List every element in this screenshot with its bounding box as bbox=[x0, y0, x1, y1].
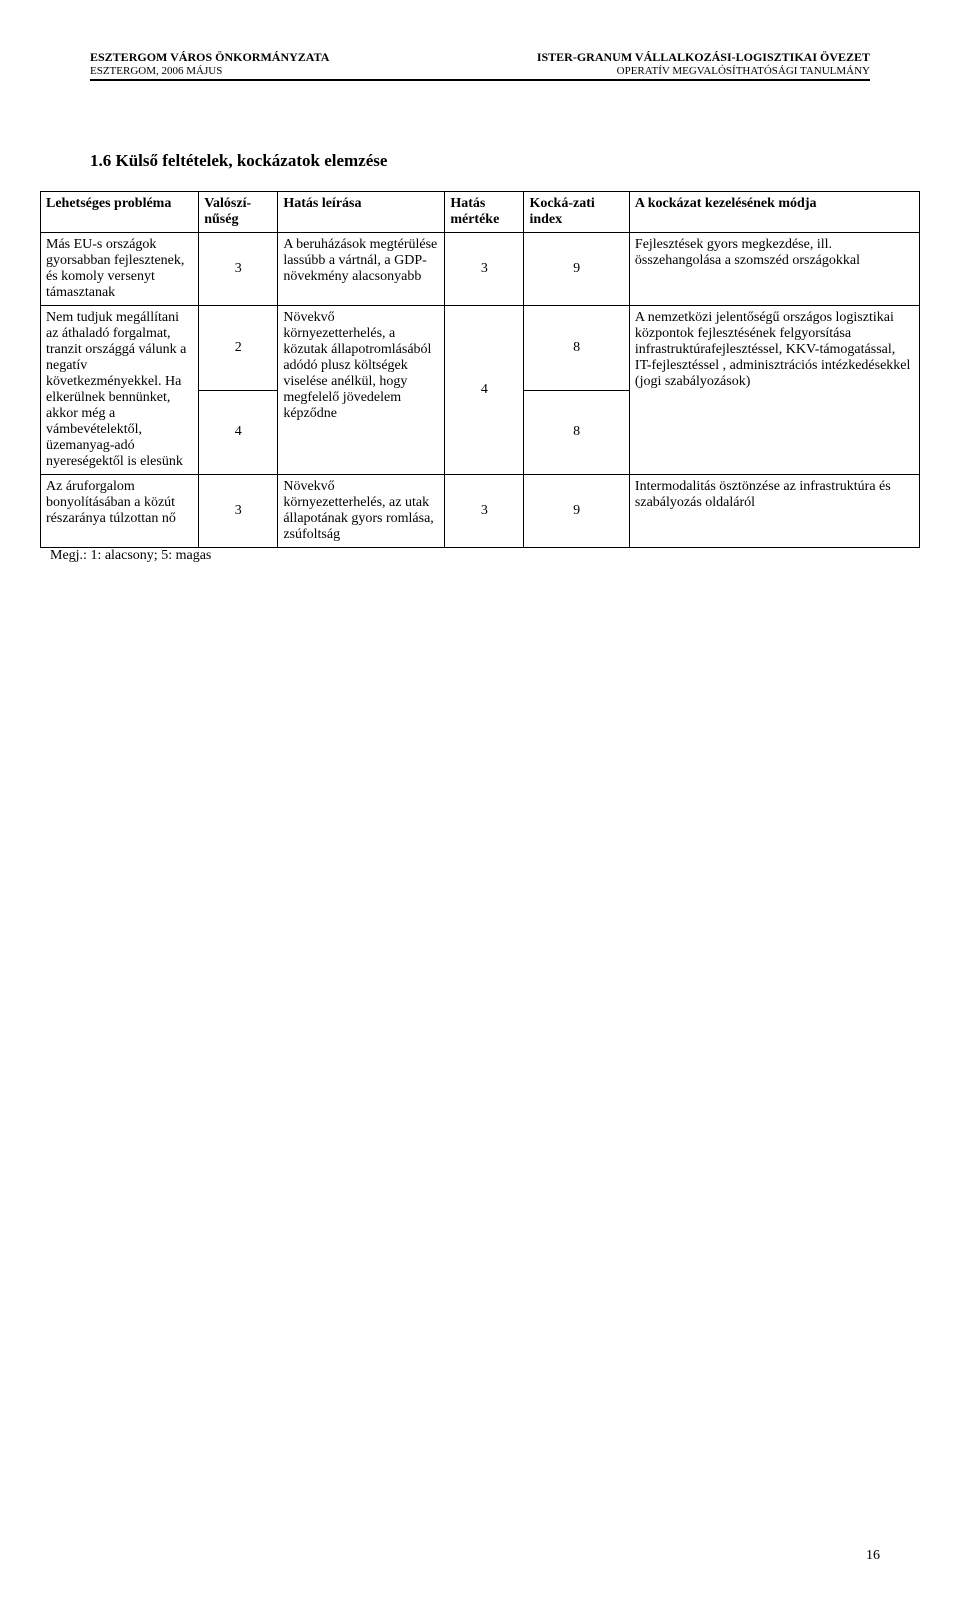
table-footnote: Megj.: 1: alacsony; 5: magas bbox=[50, 548, 870, 564]
cell-magnitude: 3 bbox=[445, 475, 524, 548]
page-number: 16 bbox=[866, 1548, 880, 1564]
table-row: Az áruforgalom bonyolításában a közút ré… bbox=[41, 475, 920, 548]
cell-risk: 8 bbox=[524, 390, 629, 475]
table-header-row: Lehetséges probléma Valószí-nűség Hatás … bbox=[41, 192, 920, 233]
section-title: 1.6 Külső feltételek, kockázatok elemzés… bbox=[90, 151, 870, 171]
cell-handling: Fejlesztések gyors megkezdése, ill. össz… bbox=[629, 233, 919, 306]
header-right-line1: ISTER-GRANUM VÁLLALKOZÁSI-LOGISZTIKAI ÖV… bbox=[537, 50, 870, 65]
cell-effect: Növekvő környezetterhelés, a közutak áll… bbox=[278, 306, 445, 475]
cell-prob: 3 bbox=[199, 233, 278, 306]
header-right: ISTER-GRANUM VÁLLALKOZÁSI-LOGISZTIKAI ÖV… bbox=[537, 50, 870, 77]
risk-table: Lehetséges probléma Valószí-nűség Hatás … bbox=[40, 191, 920, 548]
header-left: ESZTERGOM VÁROS ÖNKORMÁNYZATA ESZTERGOM,… bbox=[90, 50, 329, 77]
cell-prob: 2 bbox=[199, 306, 278, 391]
cell-risk: 9 bbox=[524, 475, 629, 548]
document-page: ESZTERGOM VÁROS ÖNKORMÁNYZATA ESZTERGOM,… bbox=[0, 0, 960, 1597]
header-right-line2: OPERATÍV MEGVALÓSÍTHATÓSÁGI TANULMÁNY bbox=[537, 65, 870, 77]
cell-handling: Intermodalitás ösztönzése az infrastrukt… bbox=[629, 475, 919, 548]
cell-handling: A nemzetközi jelentőségű országos logisz… bbox=[629, 306, 919, 475]
header-left-line1: ESZTERGOM VÁROS ÖNKORMÁNYZATA bbox=[90, 50, 329, 65]
cell-effect: A beruházások megtérülése lassúbb a várt… bbox=[278, 233, 445, 306]
table-row: Nem tudjuk megállítani az áthaladó forga… bbox=[41, 306, 920, 391]
risk-table-wrapper: Lehetséges probléma Valószí-nűség Hatás … bbox=[40, 191, 920, 548]
col-handling: A kockázat kezelésének módja bbox=[629, 192, 919, 233]
col-risk-index: Kocká-zati index bbox=[524, 192, 629, 233]
col-problem: Lehetséges probléma bbox=[41, 192, 199, 233]
cell-problem: Más EU-s országok gyorsabban fejlesztene… bbox=[41, 233, 199, 306]
header-left-line2: ESZTERGOM, 2006 MÁJUS bbox=[90, 65, 329, 77]
page-header: ESZTERGOM VÁROS ÖNKORMÁNYZATA ESZTERGOM,… bbox=[90, 50, 870, 81]
cell-risk: 9 bbox=[524, 233, 629, 306]
cell-prob: 3 bbox=[199, 475, 278, 548]
cell-effect: Növekvő környezetterhelés, az utak állap… bbox=[278, 475, 445, 548]
col-effect: Hatás leírása bbox=[278, 192, 445, 233]
cell-problem: Nem tudjuk megállítani az áthaladó forga… bbox=[41, 306, 199, 475]
cell-problem: Az áruforgalom bonyolításában a közút ré… bbox=[41, 475, 199, 548]
cell-risk: 8 bbox=[524, 306, 629, 391]
cell-prob: 4 bbox=[199, 390, 278, 475]
table-row: Más EU-s országok gyorsabban fejlesztene… bbox=[41, 233, 920, 306]
cell-magnitude: 3 bbox=[445, 233, 524, 306]
col-probability: Valószí-nűség bbox=[199, 192, 278, 233]
cell-magnitude: 4 bbox=[445, 306, 524, 475]
col-magnitude: Hatás mértéke bbox=[445, 192, 524, 233]
